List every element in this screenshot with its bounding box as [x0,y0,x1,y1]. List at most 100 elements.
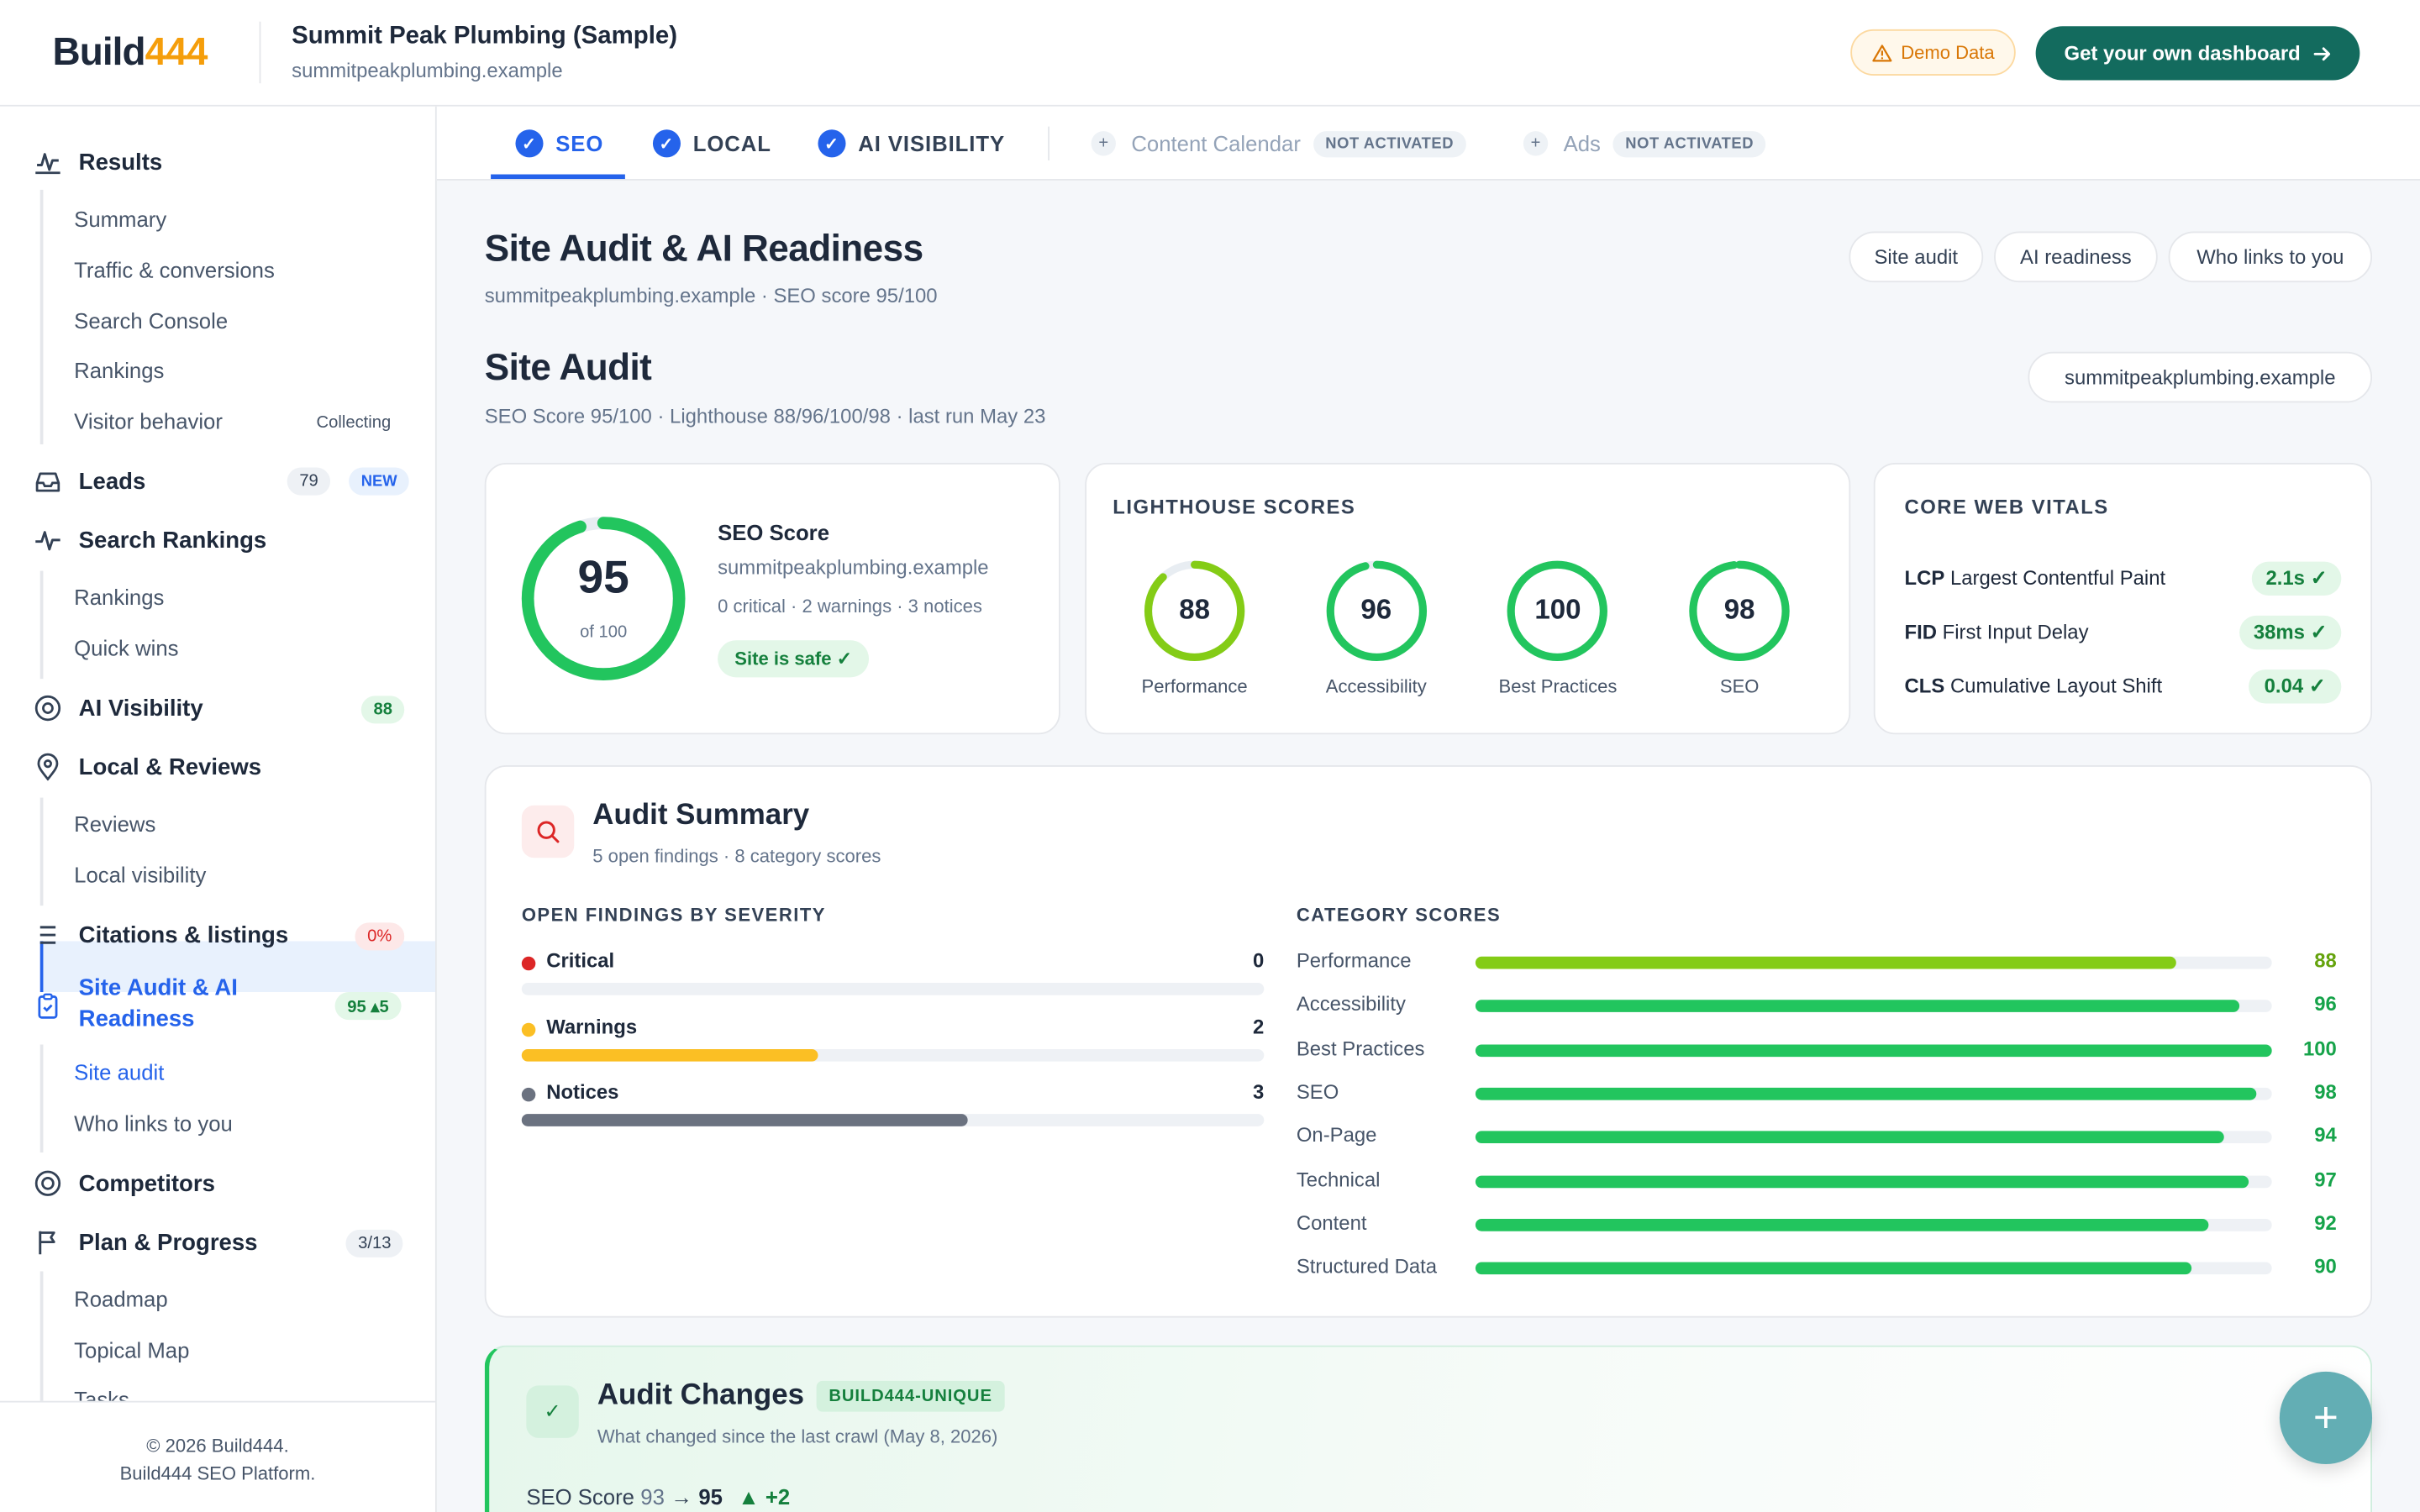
category-fill [1475,1174,2249,1188]
cwv-name: Cumulative Layout Shift [1949,674,2163,698]
sidebar-item-summary[interactable]: Summary [74,207,167,232]
gauge-value: 88 [1179,594,1211,625]
gauge-label: Accessibility [1325,675,1427,698]
sidebar-item-who-links[interactable]: Who links to you [74,1110,233,1136]
category-row-technical: Technical 97 [1297,1167,2337,1194]
sidebar-item-reviews[interactable]: Reviews [74,811,156,837]
sidebar-item-search-console[interactable]: Search Console [74,308,229,333]
tab-content-calendar[interactable]: + Content Calendar NOT ACTIVATED [1091,107,1466,181]
sidebar-section-label: Competitors [78,1170,215,1197]
sidebar-item-rankings-2[interactable]: Rankings [74,585,165,610]
severity-dot [521,956,536,971]
plan-progress-badge: 3/13 [345,1229,404,1257]
category-track [1475,1087,2272,1100]
category-fill [1475,1043,2272,1057]
category-track [1475,956,2272,969]
pill-ai-readiness[interactable]: AI readiness [1994,231,2158,283]
cwv-title: CORE WEB VITALS [1904,495,2109,519]
sidebar-item-traffic[interactable]: Traffic & conversions [74,257,275,283]
trend-icon [34,526,61,554]
leads-new-badge: NEW [349,467,410,496]
severity-fill [521,1048,819,1061]
category-row-content: Content 92 [1297,1210,2337,1238]
category-track [1475,1043,2272,1057]
arrow-right-icon: → [671,1483,692,1509]
get-dashboard-button[interactable]: Get your own dashboard [2035,26,2360,81]
category-value: 96 [2314,992,2337,1016]
tab-ai-visibility[interactable]: ✓ AI VISIBILITY [818,107,1005,181]
target-icon [34,1169,61,1197]
audit-changes-title: Audit Changes [597,1379,805,1412]
sidebar-item-roadmap[interactable]: Roadmap [74,1286,168,1312]
score-change-label: SEO Score [526,1483,634,1509]
category-row-performance: Performance 88 [1297,949,2337,977]
gauge-value: 100 [1534,594,1581,625]
sidebar-section-citations[interactable]: Citations & listings [34,918,288,952]
category-value: 98 [2314,1079,2337,1104]
build444-logo[interactable]: Build444 [52,31,208,76]
audit-changes-card [484,1345,2373,1512]
sidebar-section-competitors[interactable]: Competitors [34,1167,215,1200]
search-icon [521,805,575,858]
severity-label: Warnings [546,1014,638,1038]
category-value: 100 [2302,1036,2337,1060]
cwv-cls-value: 0.04 ✓ [2249,669,2342,704]
add-fab-button[interactable]: + [2279,1371,2373,1465]
tab-ads[interactable]: + Ads NOT ACTIVATED [1523,107,1766,181]
category-label: SEO [1296,1079,1339,1104]
gauge-ring [1326,560,1427,662]
sidebar-section-leads[interactable]: Leads [34,465,145,498]
tab-local[interactable]: ✓ LOCAL [652,107,771,181]
sidebar-section-label: AI Visibility [78,695,203,722]
tab-seo[interactable]: ✓ SEO [515,107,603,181]
category-label: Content [1296,1210,1367,1235]
sidebar-section-plan[interactable]: Plan & Progress [34,1225,258,1258]
check-circle-icon: ✓ [818,129,846,158]
tab-bar: ✓ SEO ✓ LOCAL ✓ AI VISIBILITY + Content Cale… [436,106,2420,181]
header-divider [259,21,261,84]
sidebar-item-visitor-behavior[interactable]: Visitor behavior [74,408,223,434]
sidebar-section-results[interactable]: Results [34,145,162,179]
check-circle-icon: ✓ [515,129,544,158]
section-title: Site Audit [484,347,652,389]
category-row-seo: SEO 98 [1297,1080,2337,1108]
severity-track [521,1114,1265,1126]
cwv-cls-label: CLS Cumulative Layout Shift [1905,675,2163,698]
plus-icon: + [1523,131,1549,156]
sidebar-item-local-visibility[interactable]: Local visibility [74,862,207,888]
severity-dot [521,1021,536,1037]
seo-score-value: 95 [577,552,629,604]
sidebar-item-topical-map[interactable]: Topical Map [74,1337,190,1362]
gauge-label: Best Practices [1498,675,1618,698]
inbox-icon [34,468,61,496]
category-row-accessibility: Accessibility 96 [1297,993,2337,1021]
domain-pill[interactable]: summitpeakplumbing.example [2028,351,2373,403]
severity-label: Critical [546,948,615,973]
score-change-row: SEO Score 93 → 95 ▲ +2 [526,1484,790,1509]
gauge-value: 98 [1723,594,1755,625]
pill-site-audit[interactable]: Site audit [1849,231,1984,283]
gauge-ring [1144,560,1245,662]
category-fill [1475,1000,2240,1013]
sidebar-section-local-reviews[interactable]: Local & Reviews [34,750,261,784]
audit-sub-line [39,1044,44,1153]
category-track [1475,1174,2272,1188]
category-fill [1475,1218,2208,1231]
sidebar-item-quick-wins[interactable]: Quick wins [74,635,179,661]
plan-sub-line [39,1271,44,1410]
sidebar-section-site-audit[interactable]: Site Audit & AI Readiness [34,974,264,1038]
category-value: 88 [2314,948,2337,973]
cwv-fid-value: 38ms ✓ [2239,615,2342,650]
sidebar-section-ai-visibility[interactable]: AI Visibility [34,691,203,725]
tab-divider [1048,126,1050,161]
unique-tag: BUILD444-UNIQUE [816,1380,1005,1412]
sidebar-item-rankings[interactable]: Rankings [74,358,165,383]
active-tab-underline [491,174,625,180]
category-row-structured-data: Structured Data 90 [1297,1254,2337,1282]
sidebar-section-label: Plan & Progress [78,1228,258,1256]
check-icon: ✓ [526,1385,579,1438]
sidebar-section-search-rankings[interactable]: Search Rankings [34,523,266,557]
gauge-arc [1326,560,1427,662]
sidebar-item-site-audit[interactable]: Site audit [74,1059,165,1085]
pill-who-links[interactable]: Who links to you [2168,231,2373,283]
